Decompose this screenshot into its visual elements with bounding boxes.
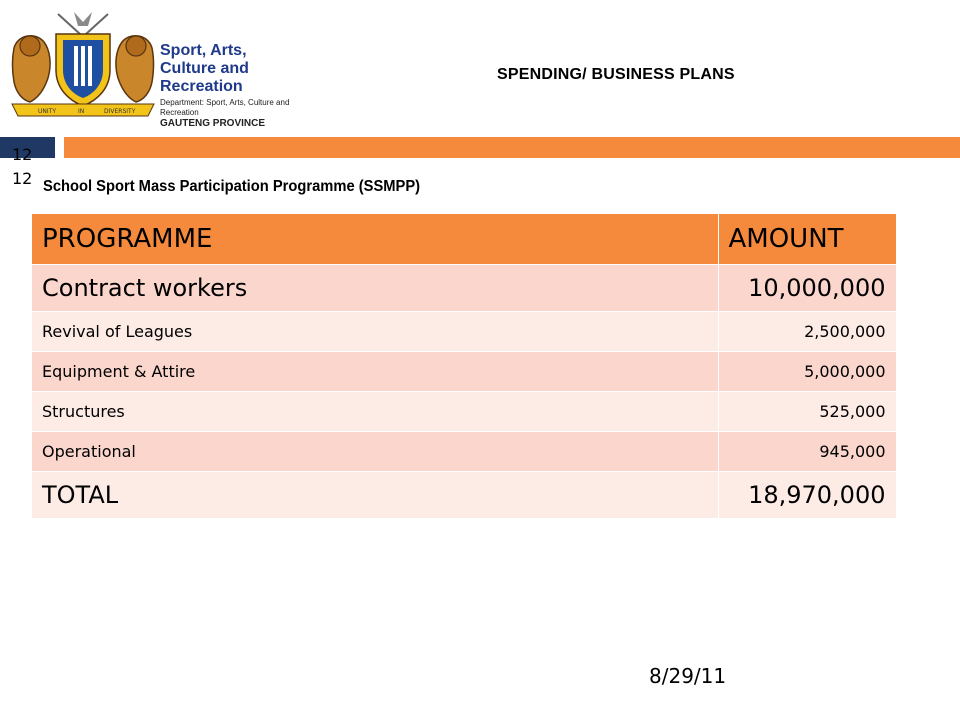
logo-line-1: Sport, Arts, xyxy=(160,42,247,59)
ribbon-text-1: UNITY xyxy=(38,108,56,115)
slide-number-line-1: 12 xyxy=(12,145,33,164)
table-row: Operational 945,000 xyxy=(32,431,897,472)
amount-cell: 525,000 xyxy=(718,391,897,432)
table-header-row: PROGRAMME AMOUNT xyxy=(32,214,897,265)
column-header-programme: PROGRAMME xyxy=(32,214,719,265)
coat-of-arms-icon: UNITY IN DIVERSITY xyxy=(11,12,155,117)
amount-cell: 5,000,000 xyxy=(718,351,897,392)
programme-cell: Operational xyxy=(32,431,719,472)
ribbon-text-2: IN xyxy=(78,108,84,115)
table-row: Equipment & Attire 5,000,000 xyxy=(32,351,897,392)
programme-cell: Structures xyxy=(32,391,719,432)
logo-line-2: Culture and Recreation xyxy=(160,60,249,95)
slide-number: 12 12 xyxy=(12,143,52,191)
logo-line-3: Department: Sport, Arts, Culture and Rec… xyxy=(160,98,290,117)
programme-cell: Equipment & Attire xyxy=(32,351,719,392)
table-total-row: TOTAL 18,970,000 xyxy=(32,471,897,519)
amount-cell: 10,000,000 xyxy=(718,264,897,312)
table-row: Structures 525,000 xyxy=(32,391,897,432)
budget-table: PROGRAMME AMOUNT Contract workers 10,000… xyxy=(32,214,897,519)
footer-date: 8/29/11 xyxy=(649,664,727,688)
amount-cell: 945,000 xyxy=(718,431,897,472)
table-row: Contract workers 10,000,000 xyxy=(32,264,897,312)
table-row: Revival of Leagues 2,500,000 xyxy=(32,311,897,352)
programme-cell: Contract workers xyxy=(32,264,719,312)
programme-cell: Revival of Leagues xyxy=(32,311,719,352)
amount-cell: 2,500,000 xyxy=(718,311,897,352)
header-bar-blue xyxy=(0,137,55,158)
header-bar-orange xyxy=(64,137,960,158)
section-subtitle: School Sport Mass Participation Programm… xyxy=(43,178,421,195)
total-amount-cell: 18,970,000 xyxy=(718,471,897,519)
ribbon-text-3: DIVERSITY xyxy=(104,108,136,115)
column-header-amount: AMOUNT xyxy=(718,214,897,265)
page-title: SPENDING/ BUSINESS PLANS xyxy=(497,66,735,83)
department-logo: UNITY IN DIVERSITY Sport, Arts, Culture … xyxy=(8,8,326,129)
slide-number-line-2: 12 xyxy=(12,169,33,188)
logo-line-4: GAUTENG PROVINCE xyxy=(160,118,266,129)
total-label-cell: TOTAL xyxy=(32,471,719,519)
logo-text: Sport, Arts, Culture and Recreation Depa… xyxy=(160,42,330,130)
